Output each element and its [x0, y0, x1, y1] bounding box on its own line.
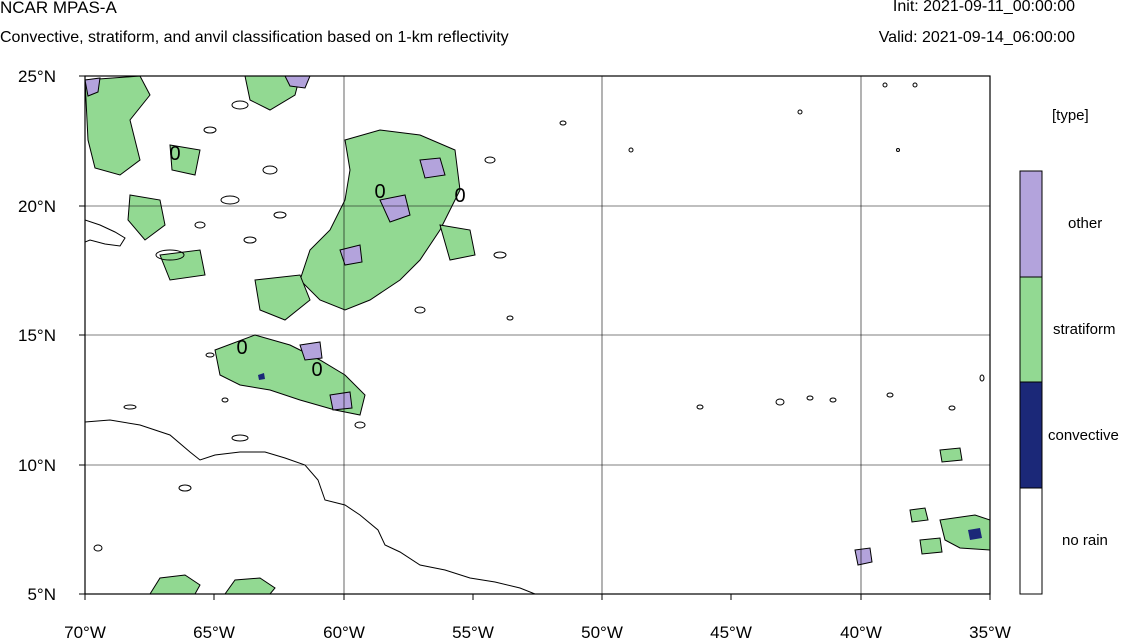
legend-label-convective: convective	[1048, 427, 1119, 444]
stratiform-region	[254, 274, 311, 321]
lon-label: 50°W	[581, 623, 623, 641]
other-region	[379, 194, 411, 223]
stratiform-region	[169, 144, 201, 176]
lat-label: 15°N	[18, 326, 56, 345]
lon-label: 40°W	[840, 623, 882, 641]
legend-colorbar	[1019, 170, 1043, 595]
coastline	[85, 219, 536, 594]
lon-label: 65°W	[193, 623, 235, 641]
axis-labels: 70°W 65°W 60°W 55°W 50°W 45°W 40°W 35°W …	[18, 67, 1011, 641]
stratiform-region	[214, 334, 366, 416]
legend-label-no-rain: no rain	[1062, 532, 1108, 549]
other-region	[854, 547, 873, 566]
contour-labels: 0 0 0 0 0	[169, 143, 465, 381]
stratiform-region	[439, 224, 476, 261]
stratiform-region	[85, 76, 151, 176]
legend-title: [type]	[1052, 107, 1089, 124]
legend-label-other: other	[1068, 215, 1103, 232]
stratiform-region	[127, 194, 166, 241]
init-time: Init: 2021-09-11_00:00:00	[892, 0, 1075, 15]
precip-classification-field	[85, 76, 990, 594]
stratiform-region	[159, 249, 206, 281]
lat-label: 20°N	[18, 197, 56, 216]
figure-subtitle: Convective, stratiform, and anvil classi…	[0, 29, 509, 46]
contour-label: 0	[311, 359, 322, 381]
lat-label: 10°N	[18, 456, 56, 475]
tick-marks	[79, 75, 991, 600]
stratiform-region	[939, 447, 963, 463]
legend-swatch-stratiform	[1019, 276, 1043, 383]
legend-swatch-convective	[1019, 381, 1043, 489]
lon-label: 35°W	[969, 623, 1011, 641]
stratiform-region	[299, 129, 461, 311]
contour-label: 0	[454, 185, 465, 207]
stratiform-region	[244, 76, 301, 111]
lon-label: 70°W	[64, 623, 106, 641]
contour-label: 0	[169, 143, 180, 165]
other-region	[284, 76, 311, 89]
stratiform-region	[224, 577, 276, 594]
legend-label-stratiform: stratiform	[1053, 321, 1116, 338]
stratiform-region	[939, 514, 990, 551]
legend-swatch-other	[1019, 170, 1043, 278]
lat-label: 25°N	[18, 67, 56, 86]
valid-time: Valid: 2021-09-14_06:00:00	[878, 29, 1075, 46]
lon-label: 55°W	[452, 623, 494, 641]
other-region	[419, 157, 446, 179]
contour-label: 0	[236, 337, 247, 359]
stratiform-region	[149, 574, 201, 594]
stratiform-region	[919, 537, 943, 555]
other-region	[85, 77, 101, 97]
lat-label: 5°N	[27, 585, 56, 604]
scattered-contours	[93, 82, 985, 552]
convective-region	[258, 373, 265, 380]
other-region	[299, 341, 323, 361]
other-region	[339, 244, 363, 266]
lon-label: 45°W	[710, 623, 752, 641]
convective-region	[968, 528, 982, 540]
other-region	[329, 391, 353, 411]
contour-label: 0	[374, 181, 385, 203]
figure-title: NCAR MPAS-A	[0, 0, 117, 17]
stratiform-region	[909, 507, 929, 523]
lon-label: 60°W	[323, 623, 365, 641]
map-gridlines	[85, 76, 990, 594]
legend-swatch-no-rain	[1019, 487, 1043, 595]
